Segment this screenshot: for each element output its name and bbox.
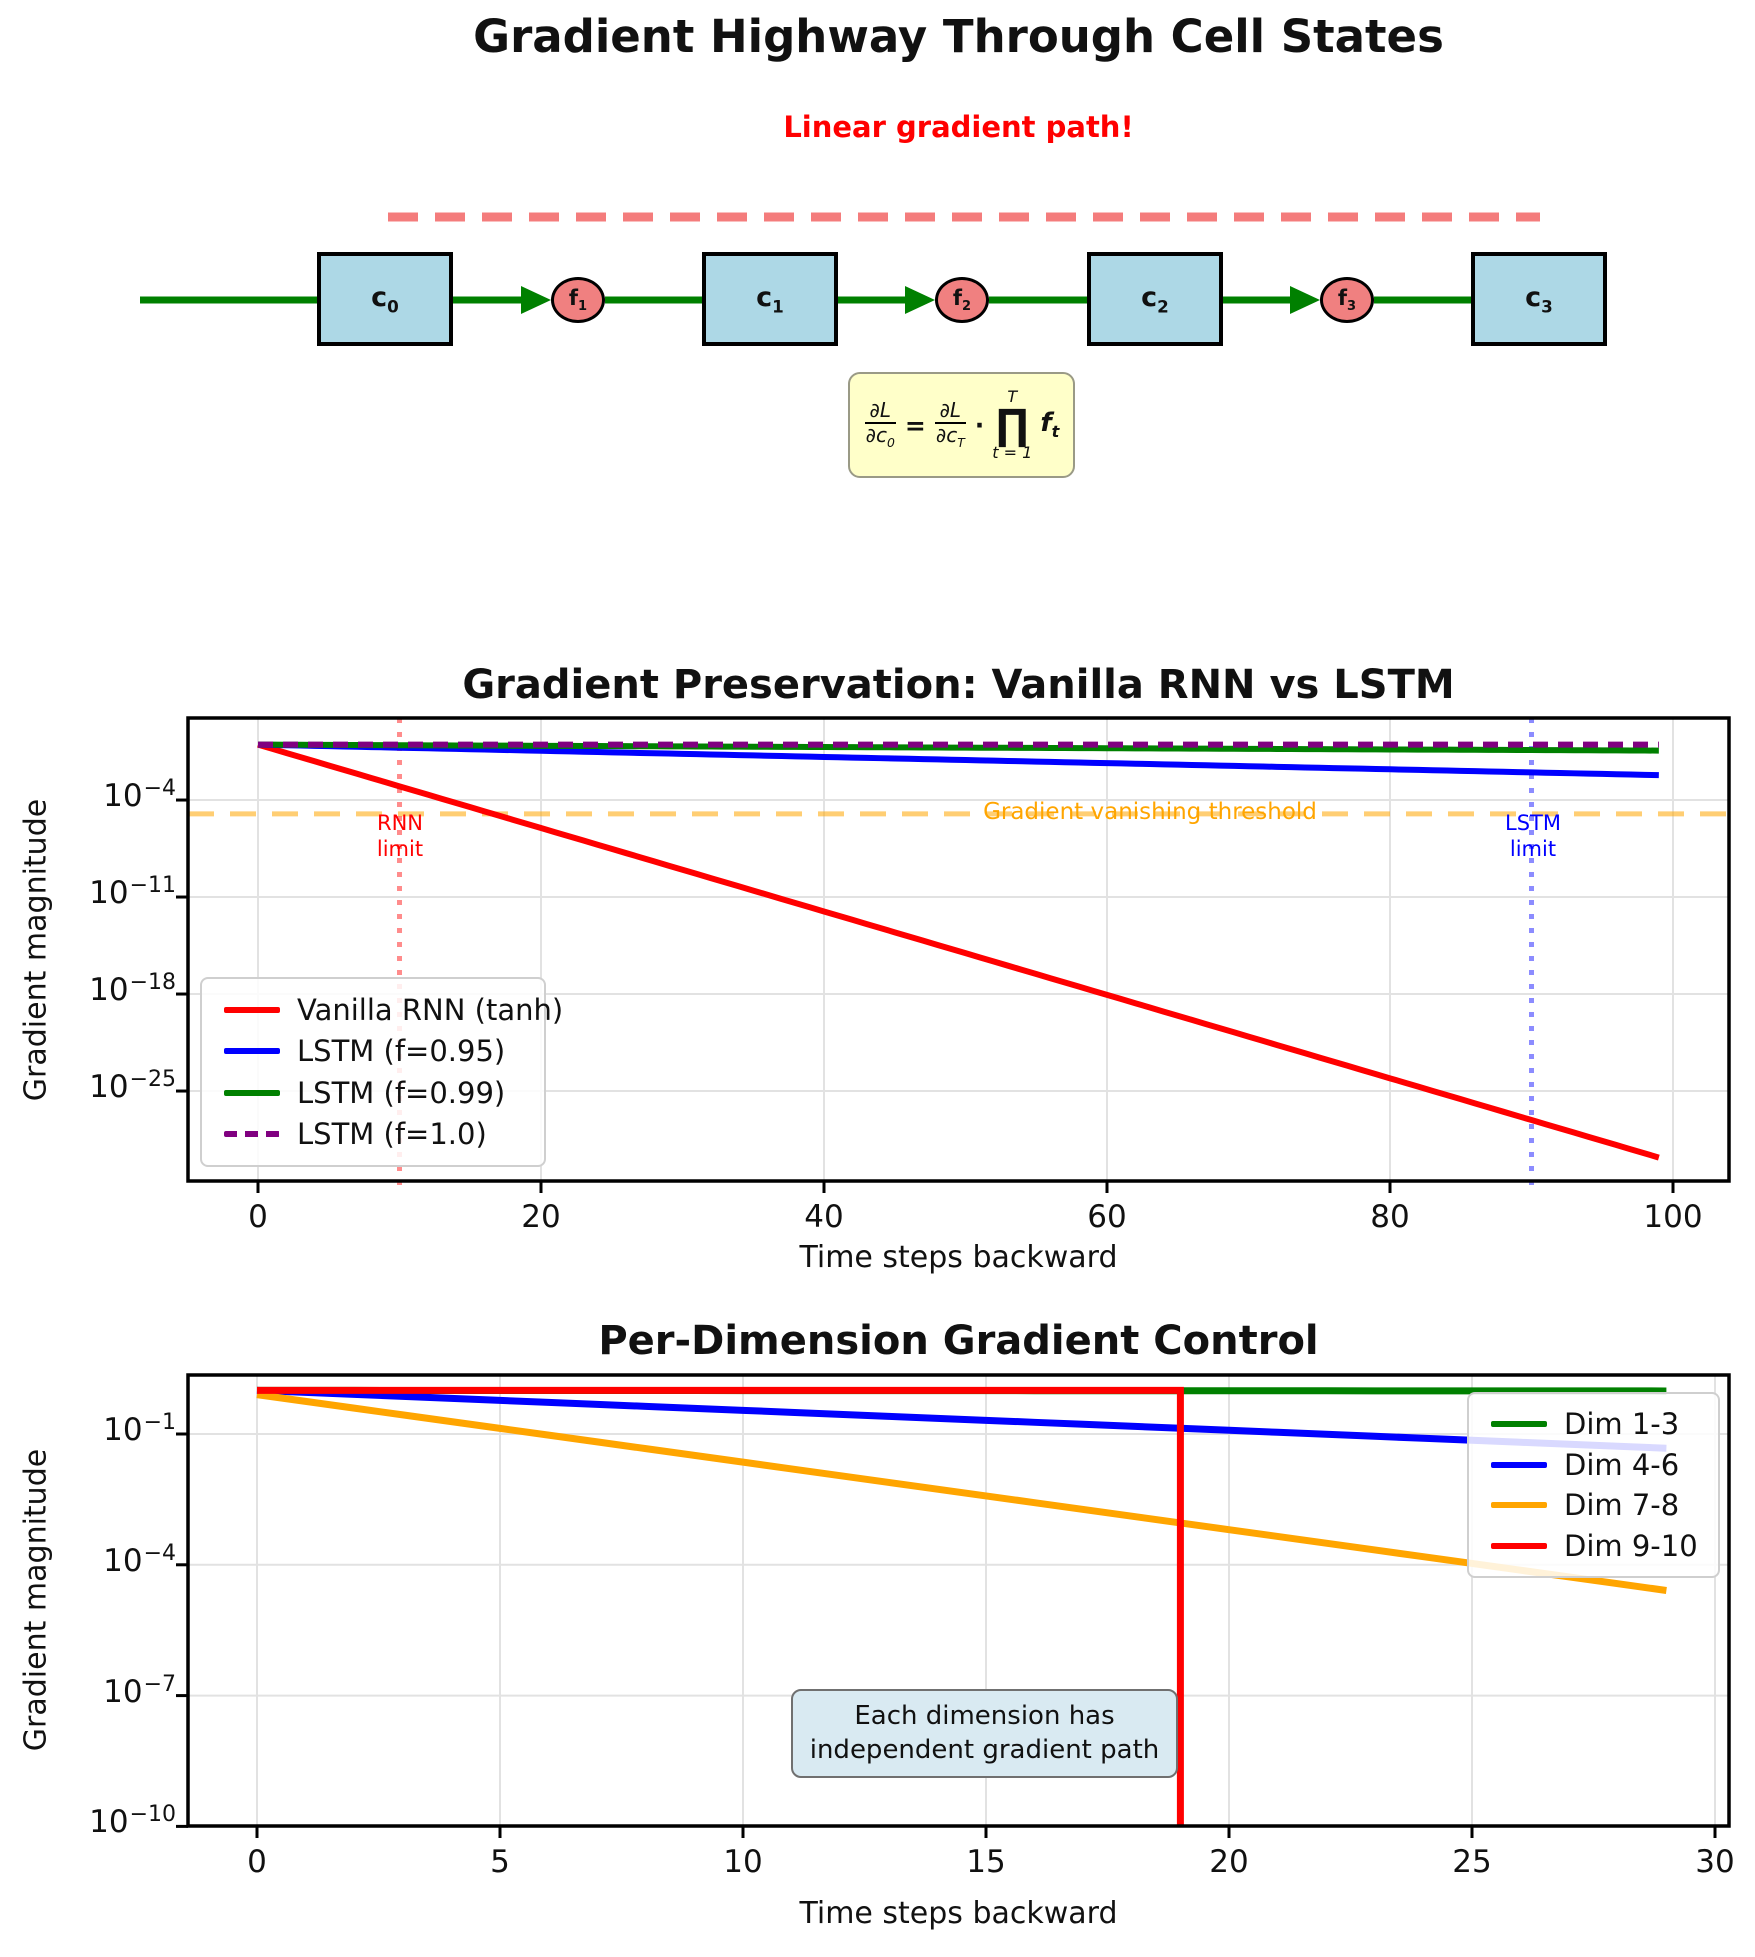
x-tick-label: 0 [247,1844,267,1880]
x-tick-label: 100 [1643,1199,1703,1235]
formula-lhs-fraction: ∂L ∂c0 [864,398,897,451]
cell-state-box-c2: c2 [1087,252,1223,346]
chart2-legend: Dim 1-3 Dim 4-6 Dim 7-8 Dim 9-10 [1467,1392,1720,1578]
cell-state-box-c1: c1 [702,252,838,346]
chart2-title: Per-Dimension Gradient Control [598,1318,1319,1364]
x-tick-label: 15 [966,1844,1006,1880]
legend-label: Dim 9-10 [1564,1529,1698,1564]
cell-state-box-c3: c3 [1471,252,1607,346]
cell-label-c1: c1 [756,281,784,317]
legend-line-swatch [1491,1502,1547,1509]
formula-rhs-fraction: ∂L ∂cT [934,398,967,451]
vanishing-threshold-label: Gradient vanishing threshold [983,799,1317,825]
legend-label: Dim 1-3 [1564,1406,1680,1441]
legend-label: Dim 7-8 [1564,1488,1680,1523]
gate-label-f1: f1 [568,285,588,315]
y-tick-label: 10−4 [103,1540,176,1579]
y-tick-label: 10−1 [103,1409,176,1448]
legend-item: Dim 9-10 [1491,1529,1708,1563]
legend-label: LSTM (f=0.99) [297,1075,506,1110]
gate-label-f3: f3 [1337,285,1357,315]
legend-line-swatch [1491,1420,1547,1427]
legend-item: LSTM (f=1.0) [224,1117,534,1151]
legend-item: LSTM (f=0.99) [224,1076,534,1110]
cell-state-box-c0: c0 [317,252,453,346]
formula-product: T ∏ t = 1 [992,387,1033,462]
formula-forget-term: ft [1040,408,1060,442]
chart1-title: Gradient Preservation: Vanilla RNN vs LS… [462,662,1455,708]
forget-gate-f2: f2 [935,277,989,323]
legend-line-swatch [1491,1461,1547,1468]
legend-item: Vanilla RNN (tanh) [224,993,563,1027]
forget-gate-f3: f3 [1320,277,1374,323]
legend-item: Dim 7-8 [1491,1488,1708,1522]
rnn-limit-annotation: RNN limit [376,811,424,862]
x-tick-label: 0 [248,1199,268,1235]
forget-gate-f1: f1 [551,277,605,323]
legend-label: LSTM (f=0.95) [297,1034,506,1069]
independent-path-note: Each dimension has independent gradient … [791,1689,1178,1778]
y-tick-label: 10−7 [103,1671,176,1710]
chart1-legend: Vanilla RNN (tanh) LSTM (f=0.95) LSTM (f=0… [200,977,563,1167]
y-tick-label: 10−10 [89,1802,176,1841]
legend-label: Vanilla RNN (tanh) [297,992,564,1027]
y-tick-label: 10−25 [89,1067,176,1106]
chart1-y-axis-label: Gradient magnitude [18,798,54,1102]
formula-cdot: · [974,410,985,440]
x-tick-label: 40 [804,1199,844,1235]
x-tick-label: 30 [1695,1844,1735,1880]
legend-line-swatch [224,1131,280,1138]
lstm-limit-annotation: LSTM limit [1505,811,1561,862]
chart1-x-axis-label: Time steps backward [799,1240,1118,1275]
gradient-formula-box: ∂L ∂c0 = ∂L ∂cT · T ∏ t = 1 ft [848,372,1075,478]
cell-label-c3: c3 [1525,281,1553,317]
legend-item: Dim 4-6 [1491,1448,1708,1482]
x-tick-label: 60 [1087,1199,1127,1235]
y-tick-label: 10−4 [103,776,176,815]
formula-equals: = [904,410,926,440]
linear-gradient-path-label: Linear gradient path! [783,110,1134,144]
legend-line-swatch [224,1089,280,1096]
figure-title: Gradient Highway Through Cell States [473,10,1444,63]
x-tick-label: 25 [1452,1844,1492,1880]
x-tick-label: 5 [490,1844,510,1880]
legend-line-swatch [1491,1543,1547,1550]
y-tick-label: 10−11 [89,873,176,912]
chart2-x-axis-label: Time steps backward [799,1896,1118,1931]
x-tick-label: 20 [1209,1844,1249,1880]
chart2-y-axis-label: Gradient magnitude [18,1448,54,1752]
legend-label: LSTM (f=1.0) [297,1117,487,1152]
cell-label-c2: c2 [1141,281,1169,317]
x-tick-label: 80 [1370,1199,1410,1235]
x-tick-label: 20 [521,1199,561,1235]
x-tick-label: 10 [723,1844,763,1880]
legend-item: Dim 1-3 [1491,1407,1708,1441]
legend-line-swatch [224,1048,280,1055]
y-tick-label: 10−18 [89,970,176,1009]
gate-label-f2: f2 [952,285,972,315]
cell-label-c0: c0 [371,281,399,317]
legend-label: Dim 4-6 [1564,1447,1680,1482]
legend-line-swatch [224,1006,280,1013]
legend-item: LSTM (f=0.95) [224,1034,534,1068]
